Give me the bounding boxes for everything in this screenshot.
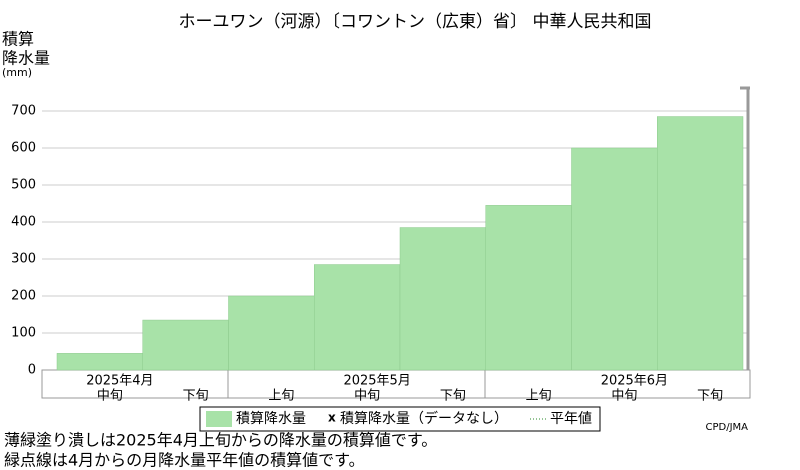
step-bar (56, 353, 143, 371)
x-tick-label: 上旬 (526, 389, 552, 404)
step-bar (485, 205, 572, 371)
step-bar (228, 295, 315, 371)
x-tick-label: 下旬 (440, 389, 466, 404)
month-label: 2025年6月 (601, 374, 668, 389)
step-bar (399, 227, 486, 371)
y-axis-label: 降水量 (2, 49, 50, 68)
chart-title: ホーユワン（河源）〔コワントン（広東）省〕 中華人民共和国 (179, 12, 652, 32)
step-bar (314, 264, 401, 371)
legend: 積算降水量 x 積算降水量（データなし） 平年値 (199, 406, 601, 432)
y-tick-label: 0 (28, 363, 36, 378)
y-tick-label: 300 (11, 252, 36, 267)
legend-swatch (206, 411, 232, 427)
step-bar (657, 116, 744, 371)
y-axis-label: 積算 (2, 30, 34, 49)
y-tick-label: 500 (11, 178, 36, 193)
y-tick-label: 700 (11, 104, 36, 119)
legend-symbol: x (328, 411, 336, 425)
note: 薄緑塗り潰しは2025年4月上旬からの降水量の積算値です。 (4, 431, 437, 450)
step-bar (142, 319, 229, 371)
x-tick-label: 中旬 (97, 389, 123, 404)
y-tick-label: 600 (11, 141, 36, 156)
y-tick-label: 400 (11, 215, 36, 230)
credit: CPD/JMA (706, 422, 749, 433)
x-tick-label: 中旬 (611, 389, 637, 404)
y-tick-label: 100 (11, 326, 36, 341)
legend-label: 積算降水量（データなし） (340, 410, 508, 427)
x-tick-label: 下旬 (697, 389, 723, 404)
legend-label: 平年値 (550, 411, 592, 427)
y-tick-label: 200 (11, 289, 36, 304)
legend-label: 積算降水量 (236, 411, 306, 427)
step-bar (571, 147, 658, 371)
month-label: 2025年4月 (86, 374, 153, 389)
x-tick-label: 上旬 (268, 389, 294, 404)
month-label: 2025年5月 (343, 374, 410, 389)
y-axis-label: (mm) (2, 66, 32, 79)
x-tick-label: 中旬 (354, 389, 380, 404)
note: 緑点線は4月からの月降水量平年値の積算値です。 (4, 451, 365, 470)
x-tick-label: 下旬 (183, 389, 209, 404)
